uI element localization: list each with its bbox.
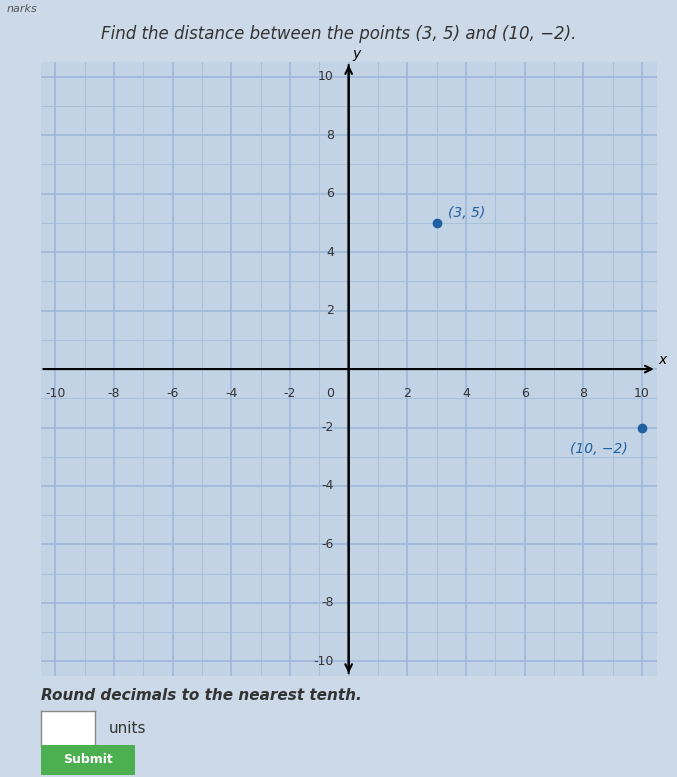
Text: -6: -6 xyxy=(322,538,334,551)
Text: -4: -4 xyxy=(322,479,334,493)
Text: x: x xyxy=(658,354,666,368)
Text: 2: 2 xyxy=(326,304,334,317)
Text: y: y xyxy=(352,47,360,61)
Text: -2: -2 xyxy=(284,387,296,399)
Text: -10: -10 xyxy=(313,655,334,668)
Text: 6: 6 xyxy=(521,387,529,399)
Text: 6: 6 xyxy=(326,187,334,200)
Text: -8: -8 xyxy=(322,597,334,609)
Text: 10: 10 xyxy=(634,387,650,399)
Text: 8: 8 xyxy=(580,387,588,399)
Text: 8: 8 xyxy=(326,129,334,141)
Text: -8: -8 xyxy=(108,387,121,399)
Text: -6: -6 xyxy=(167,387,179,399)
Text: (10, −2): (10, −2) xyxy=(569,442,628,456)
Text: -2: -2 xyxy=(322,421,334,434)
Text: (3, 5): (3, 5) xyxy=(448,206,485,220)
Text: 2: 2 xyxy=(403,387,411,399)
Text: 10: 10 xyxy=(318,70,334,83)
Text: Submit: Submit xyxy=(63,754,113,766)
Text: Find the distance between the points (3, 5) and (10, −2).: Find the distance between the points (3,… xyxy=(101,25,576,43)
Text: narks: narks xyxy=(7,4,37,14)
Text: 4: 4 xyxy=(462,387,470,399)
Text: 4: 4 xyxy=(326,246,334,259)
Text: -4: -4 xyxy=(225,387,238,399)
Text: -10: -10 xyxy=(45,387,66,399)
Text: 0: 0 xyxy=(326,387,334,399)
Text: Round decimals to the nearest tenth.: Round decimals to the nearest tenth. xyxy=(41,688,362,702)
Text: units: units xyxy=(108,721,146,737)
